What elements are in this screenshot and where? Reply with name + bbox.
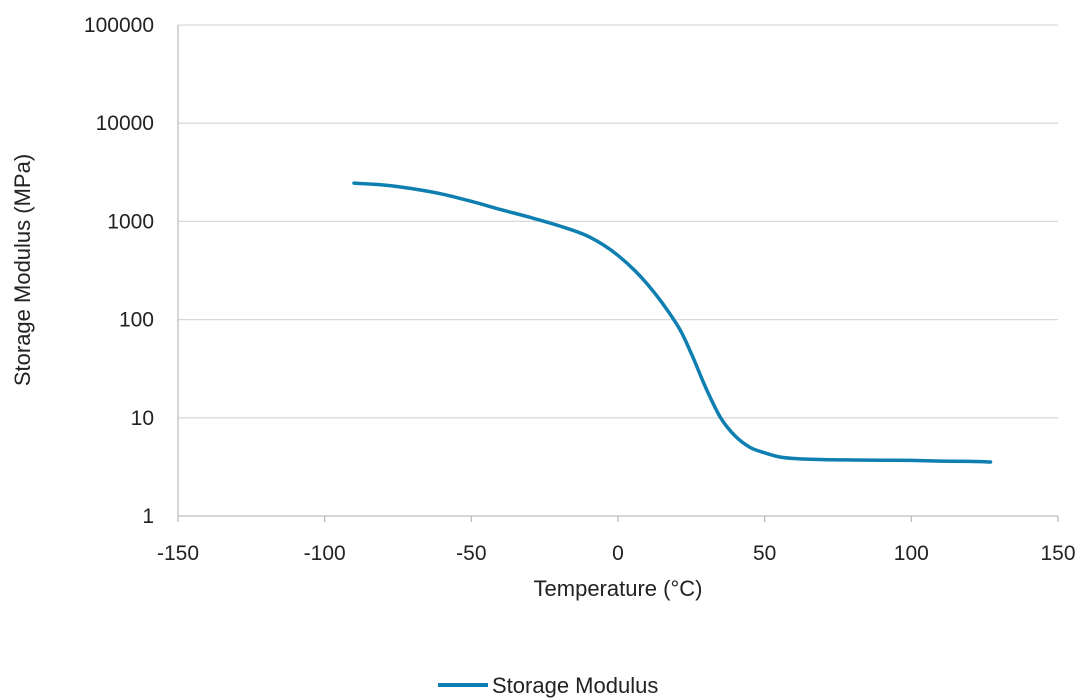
x-tick-label: 0	[612, 542, 624, 565]
x-tick-label: -50	[456, 542, 486, 565]
x-tick-label: 50	[753, 542, 776, 565]
y-tick-label: 100000	[84, 14, 154, 37]
legend: Storage Modulus	[438, 673, 658, 698]
y-tick-label: 10	[131, 407, 154, 430]
y-tick-label: 100	[119, 309, 154, 332]
y-tick-label: 1000	[107, 210, 154, 233]
y-tick-label: 1	[142, 505, 154, 528]
grid-layer	[178, 24, 1058, 419]
series-layer	[352, 181, 993, 464]
x-tick-label: -150	[157, 542, 199, 565]
x-tick-label: -100	[304, 542, 346, 565]
x-tick-label: 100	[894, 542, 929, 565]
axis-layer: 1 10 100 1000 10000 100000 -150 -100 -50 0 50 100 15…	[84, 14, 1076, 565]
y-axis-title: Storage Modulus (MPa)	[10, 154, 35, 386]
legend-label-storage-modulus: Storage Modulus	[492, 673, 658, 698]
series-line-storage-modulus	[352, 181, 993, 464]
x-axis-title: Temperature (°C)	[534, 576, 703, 601]
y-tick-label: 10000	[96, 112, 154, 135]
x-tick-label: 150	[1040, 542, 1075, 565]
